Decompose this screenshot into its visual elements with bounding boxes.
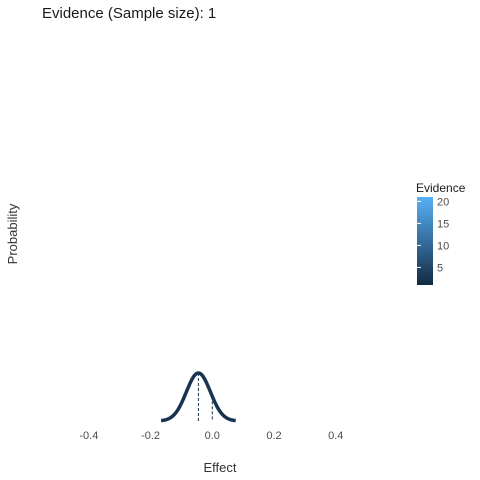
x-tick-label: 0.2 [266, 430, 281, 442]
x-axis-label: Effect [203, 460, 236, 475]
x-tick-labels: -0.4 -0.2 0.0 0.2 0.4 [79, 430, 343, 442]
y-axis-label: Probability [5, 203, 20, 264]
reference-lines [197, 373, 213, 421]
legend-ticks: 5 10 15 20 [417, 196, 449, 274]
legend-colorbar [417, 197, 433, 285]
density-curve [159, 371, 237, 423]
x-tick-label: -0.4 [79, 430, 98, 442]
x-tick-label: 0.4 [328, 430, 343, 442]
legend-tick-label: 15 [437, 218, 449, 230]
legend-tick-label: 5 [437, 262, 443, 274]
legend-title: Evidence [416, 181, 466, 195]
x-tick-label: -0.2 [141, 430, 160, 442]
legend-tick-label: 10 [437, 240, 449, 252]
chart-title: Evidence (Sample size): 1 [42, 5, 216, 22]
series-group [159, 371, 237, 423]
x-tick-label: 0.0 [205, 430, 220, 442]
legend-tick-label: 20 [437, 196, 449, 208]
legend: Evidence 5 10 15 20 [416, 181, 466, 285]
